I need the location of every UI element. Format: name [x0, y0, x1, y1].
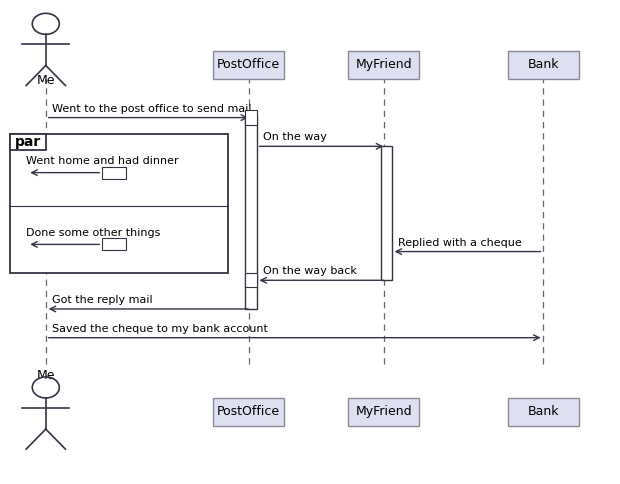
Text: Saved the cheque to my bank account: Saved the cheque to my bank account: [52, 324, 268, 334]
Bar: [246, 115, 257, 309]
FancyBboxPatch shape: [508, 398, 579, 426]
Text: Me: Me: [37, 369, 55, 382]
FancyBboxPatch shape: [213, 398, 284, 426]
Bar: [102, 239, 126, 250]
Text: PostOffice: PostOffice: [217, 405, 280, 418]
Text: par: par: [15, 135, 41, 149]
Text: Went to the post office to send mail: Went to the post office to send mail: [52, 104, 252, 114]
Text: Got the reply mail: Got the reply mail: [52, 295, 153, 305]
FancyBboxPatch shape: [213, 51, 284, 79]
Bar: [246, 110, 257, 125]
FancyBboxPatch shape: [508, 51, 579, 79]
Text: Me: Me: [37, 74, 55, 87]
Text: MyFriend: MyFriend: [355, 59, 412, 72]
Text: On the way: On the way: [263, 133, 327, 142]
Bar: [10, 135, 46, 150]
Bar: [246, 273, 257, 287]
Text: Replied with a cheque: Replied with a cheque: [398, 238, 521, 248]
Text: Bank: Bank: [528, 59, 559, 72]
Text: Bank: Bank: [528, 405, 559, 418]
Text: Went home and had dinner: Went home and had dinner: [25, 156, 178, 166]
Bar: [381, 146, 392, 280]
FancyBboxPatch shape: [348, 51, 419, 79]
Bar: [102, 166, 126, 179]
Bar: [10, 135, 228, 273]
Text: MyFriend: MyFriend: [355, 405, 412, 418]
Text: On the way back: On the way back: [263, 267, 356, 276]
FancyBboxPatch shape: [348, 398, 419, 426]
Text: PostOffice: PostOffice: [217, 59, 280, 72]
Text: Done some other things: Done some other things: [25, 228, 160, 238]
